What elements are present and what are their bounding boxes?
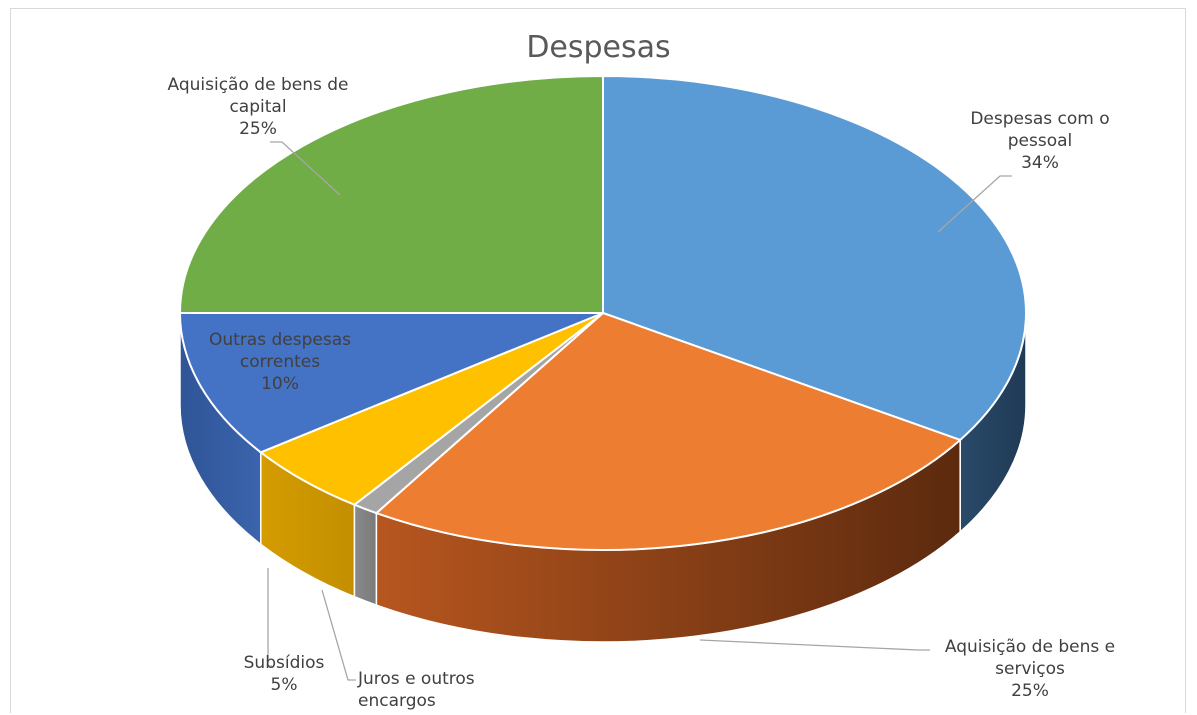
data-label-percent-2: 1% [358, 713, 385, 715]
data-label-0-1: pessoal [1008, 131, 1073, 151]
data-label-2-1: encargos [358, 691, 436, 711]
data-label-percent-5: 25% [239, 119, 277, 139]
leader-line-0 [937, 175, 1012, 233]
leader-line-5 [270, 141, 341, 196]
data-label-percent-3: 5% [271, 675, 298, 695]
leader-line-3 [267, 568, 272, 667]
data-label-percent-0: 34% [1021, 153, 1059, 173]
data-label-percent-4: 10% [261, 374, 299, 394]
data-label-4-1: correntes [240, 352, 320, 372]
pie-slice-1 [374, 311, 963, 551]
pie-slice-4 [178, 312, 604, 454]
data-label-4-0: Outras despesas [209, 330, 351, 350]
pie-side-2 [353, 503, 378, 607]
data-label-5-1: capital [229, 97, 286, 117]
data-label-1-1: serviços [995, 659, 1065, 679]
data-label-2-0: Juros e outros [357, 669, 475, 689]
data-label-percent-1: 25% [1011, 681, 1049, 701]
data-label-3-0: Subsídios [244, 653, 325, 673]
chart-title: Despesas [526, 30, 671, 65]
leader-line-1 [699, 639, 930, 651]
data-label-0-0: Despesas com o [970, 109, 1109, 129]
pie-slice-5 [178, 74, 604, 314]
leader-line-2 [321, 589, 356, 681]
data-label-1-0: Aquisição de bens e [945, 637, 1115, 657]
pie-slice-0 [602, 74, 1027, 442]
data-label-5-0: Aquisição de bens de [168, 75, 349, 95]
